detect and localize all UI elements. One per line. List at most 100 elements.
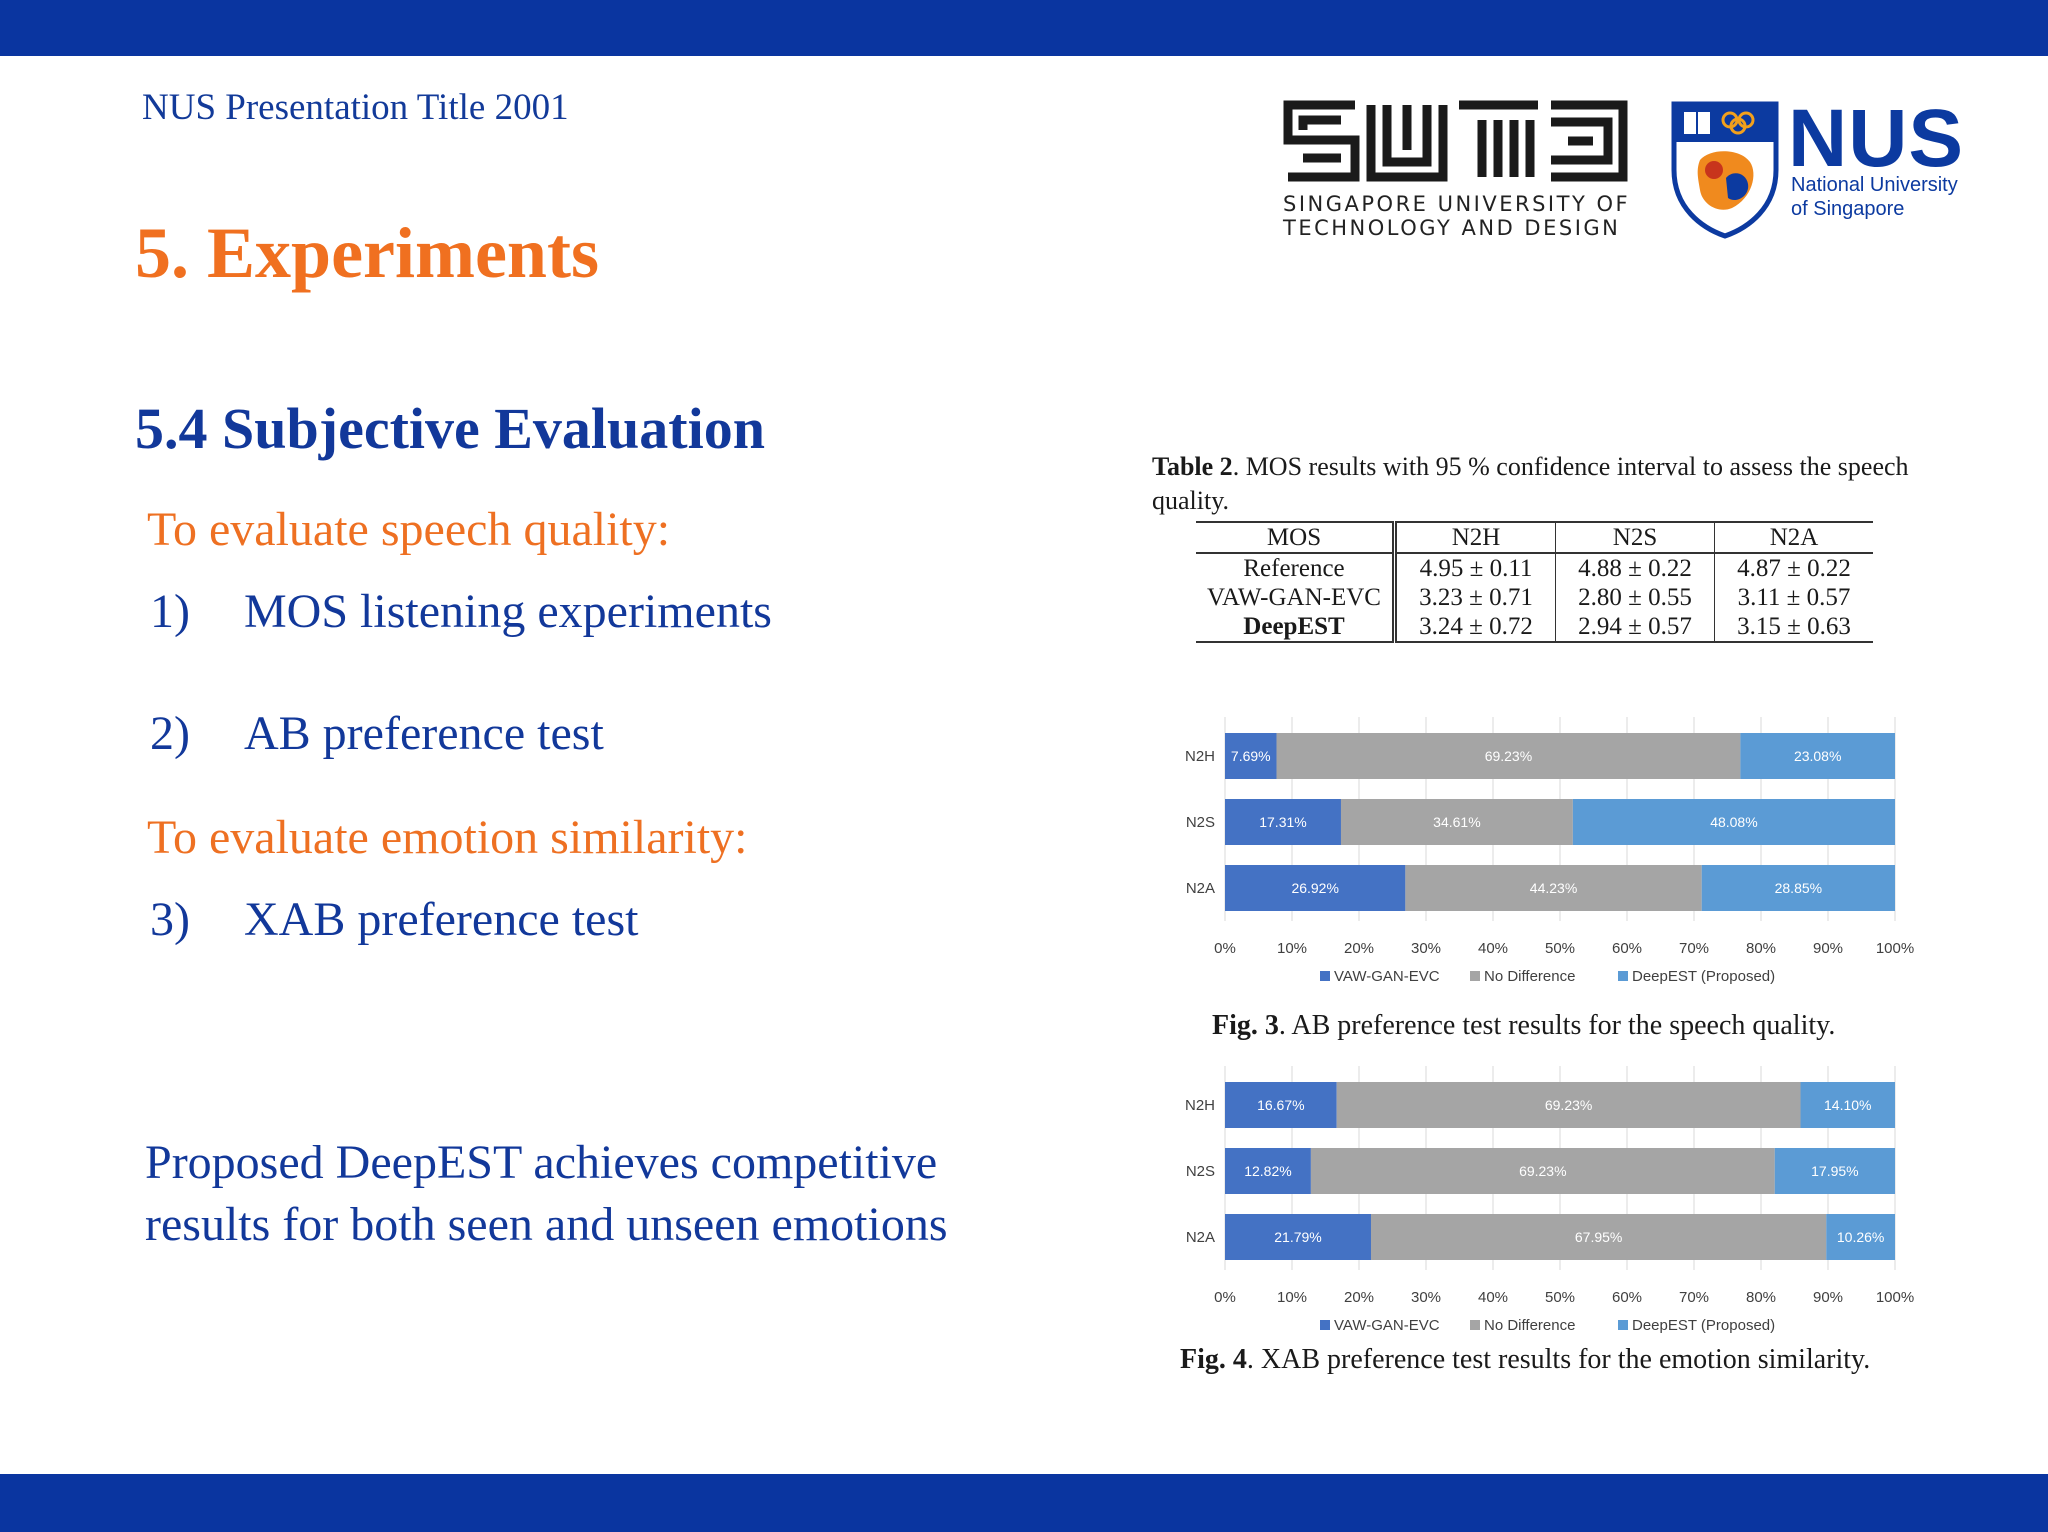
data-label: 17.31% xyxy=(1259,814,1306,830)
bar-segment xyxy=(1370,1214,1827,1260)
sutd-name-line: SINGAPORE UNIVERSITY OF xyxy=(1283,192,1631,216)
table-cell: 4.87 ± 0.22 xyxy=(1737,554,1851,582)
list-item: 1) MOS listening experiments xyxy=(150,584,772,639)
bar-segment xyxy=(1225,733,1277,779)
legend-label: DeepEST (Proposed) xyxy=(1632,968,1775,985)
bar-segment xyxy=(1225,865,1406,911)
table-cell: 4.88 ± 0.22 xyxy=(1555,553,1715,583)
bar-segment xyxy=(1800,1082,1895,1128)
bar-segment xyxy=(1572,799,1895,845)
data-label: 10.26% xyxy=(1837,1229,1884,1245)
xab-preference-chart: 0% 10% 20% 30% 40% 50% 60% 70% 80% 90% 100% N2H 16.6… xyxy=(1185,1066,1914,1334)
bar-segment xyxy=(1225,1082,1337,1128)
top-band xyxy=(0,0,2048,56)
ab-preference-chart: 0% 10% 20% 30% 40% 50% 60% 70% 80% 90% 100% N2H 7.69… xyxy=(1185,717,1914,985)
data-label: 48.08% xyxy=(1710,814,1757,830)
x-tick-label: 100% xyxy=(1876,1289,1914,1306)
legend-swatch xyxy=(1618,971,1628,981)
table-cell: 4.95 ± 0.11 xyxy=(1394,553,1556,583)
bar-segment xyxy=(1701,865,1895,911)
x-tick-label: 0% xyxy=(1214,940,1236,957)
list-item-text: AB preference test xyxy=(244,707,604,760)
data-label: 17.95% xyxy=(1811,1163,1858,1179)
x-tick-label: 80% xyxy=(1746,940,1776,957)
bar-segment xyxy=(1225,1148,1311,1194)
category-label: N2A xyxy=(1186,880,1215,897)
data-label: 7.69% xyxy=(1231,748,1271,764)
bar-segment xyxy=(1276,733,1741,779)
quality-heading: To evaluate speech quality: xyxy=(147,503,671,556)
x-tick-label: 80% xyxy=(1746,1289,1776,1306)
emotion-heading: To evaluate emotion similarity: xyxy=(147,811,748,864)
data-label: 44.23% xyxy=(1530,880,1577,896)
legend-label: DeepEST (Proposed) xyxy=(1632,1317,1775,1334)
bar-segment xyxy=(1225,1214,1371,1260)
legend-label: No Difference xyxy=(1484,1317,1575,1334)
data-label: 26.92% xyxy=(1291,880,1338,896)
list-item-text: MOS listening experiments xyxy=(244,585,772,638)
x-tick-label: 0% xyxy=(1214,1289,1236,1306)
x-tick-label: 70% xyxy=(1679,1289,1709,1306)
sutd-logo: SINGAPORE UNIVERSITY OF TECHNOLOGY AND D… xyxy=(1283,100,1633,240)
mos-table: MOS N2H N2S N2A Reference 4.95 ± 0.11 4.… xyxy=(1196,521,1873,643)
table-cell: Reference xyxy=(1196,553,1397,583)
table-header-row: MOS N2H N2S N2A xyxy=(1196,521,1873,554)
conclusion-text: Proposed DeepEST achieves competitive re… xyxy=(145,1132,1045,1256)
table-cell: 3.15 ± 0.63 xyxy=(1714,612,1873,643)
fig3-label: Fig. 3 xyxy=(1212,1010,1279,1041)
data-label: 21.79% xyxy=(1274,1229,1321,1245)
table-caption-text: . MOS results with 95 % confidence inter… xyxy=(1152,452,1909,515)
table-cell: 3.11 ± 0.57 xyxy=(1737,583,1851,611)
x-tick-label: 20% xyxy=(1344,940,1374,957)
category-label: N2A xyxy=(1186,1229,1215,1246)
bar-segment xyxy=(1225,799,1341,845)
fig3-text: . AB preference test results for the spe… xyxy=(1278,1010,1836,1041)
nus-wordmark: NUS xyxy=(1788,93,1965,184)
category-label: N2H xyxy=(1185,1097,1215,1114)
nus-name-line: of Singapore xyxy=(1791,198,1905,220)
table-caption: Table 2. MOS results with 95 % confidenc… xyxy=(1152,450,1942,518)
fig3-caption: Fig. 3. AB preference test results for t… xyxy=(1212,1010,1835,1042)
bottom-band xyxy=(0,1474,2048,1532)
conclusion-line: Proposed DeepEST achieves competitive xyxy=(145,1136,938,1189)
presentation-title: NUS Presentation Title 2001 xyxy=(142,87,569,128)
table-row: Reference 4.95 ± 0.11 4.88 ± 0.22 4.87 ±… xyxy=(1196,553,1873,583)
nus-crest-icon xyxy=(1670,100,1780,245)
slide-title: 5. Experiments xyxy=(135,213,599,293)
legend-swatch xyxy=(1320,971,1330,981)
list-item: 2) AB preference test xyxy=(150,706,604,761)
x-tick-label: 30% xyxy=(1411,940,1441,957)
section-title: 5.4 Subjective Evaluation xyxy=(135,396,765,461)
data-label: 12.82% xyxy=(1244,1163,1291,1179)
table-cell: 2.94 ± 0.57 xyxy=(1555,612,1715,643)
data-label: 34.61% xyxy=(1433,814,1480,830)
bar-segment xyxy=(1340,799,1573,845)
bar-segment xyxy=(1336,1082,1801,1128)
fig4-text: . XAB preference test results for the em… xyxy=(1246,1344,1871,1375)
x-tick-label: 90% xyxy=(1813,1289,1843,1306)
sutd-name-line: TECHNOLOGY AND DESIGN xyxy=(1283,216,1621,240)
data-label: 69.23% xyxy=(1545,1097,1592,1113)
x-tick-label: 100% xyxy=(1876,940,1914,957)
data-label: 67.95% xyxy=(1575,1229,1622,1245)
category-label: N2S xyxy=(1186,1163,1215,1180)
bar-segment xyxy=(1310,1148,1775,1194)
table-cell: 3.23 ± 0.71 xyxy=(1394,583,1556,612)
table-cell: 2.80 ± 0.55 xyxy=(1555,583,1715,612)
x-tick-label: 10% xyxy=(1277,1289,1307,1306)
data-label: 23.08% xyxy=(1794,748,1841,764)
sutd-mark-icon xyxy=(1283,100,1628,182)
bar-segment xyxy=(1740,733,1895,779)
conclusion-line: results for both seen and unseen emotion… xyxy=(145,1198,948,1251)
data-label: 14.10% xyxy=(1824,1097,1871,1113)
list-item-number: 3) xyxy=(150,893,190,946)
x-tick-label: 50% xyxy=(1545,940,1575,957)
table-header-cell: N2A xyxy=(1714,521,1873,554)
legend-swatch xyxy=(1470,971,1480,981)
list-item-number: 1) xyxy=(150,585,190,638)
table-caption-label: Table 2 xyxy=(1152,452,1233,481)
x-tick-label: 10% xyxy=(1277,940,1307,957)
legend-swatch xyxy=(1470,1320,1480,1330)
x-tick-label: 50% xyxy=(1545,1289,1575,1306)
table-cell: VAW-GAN-EVC xyxy=(1196,583,1397,612)
